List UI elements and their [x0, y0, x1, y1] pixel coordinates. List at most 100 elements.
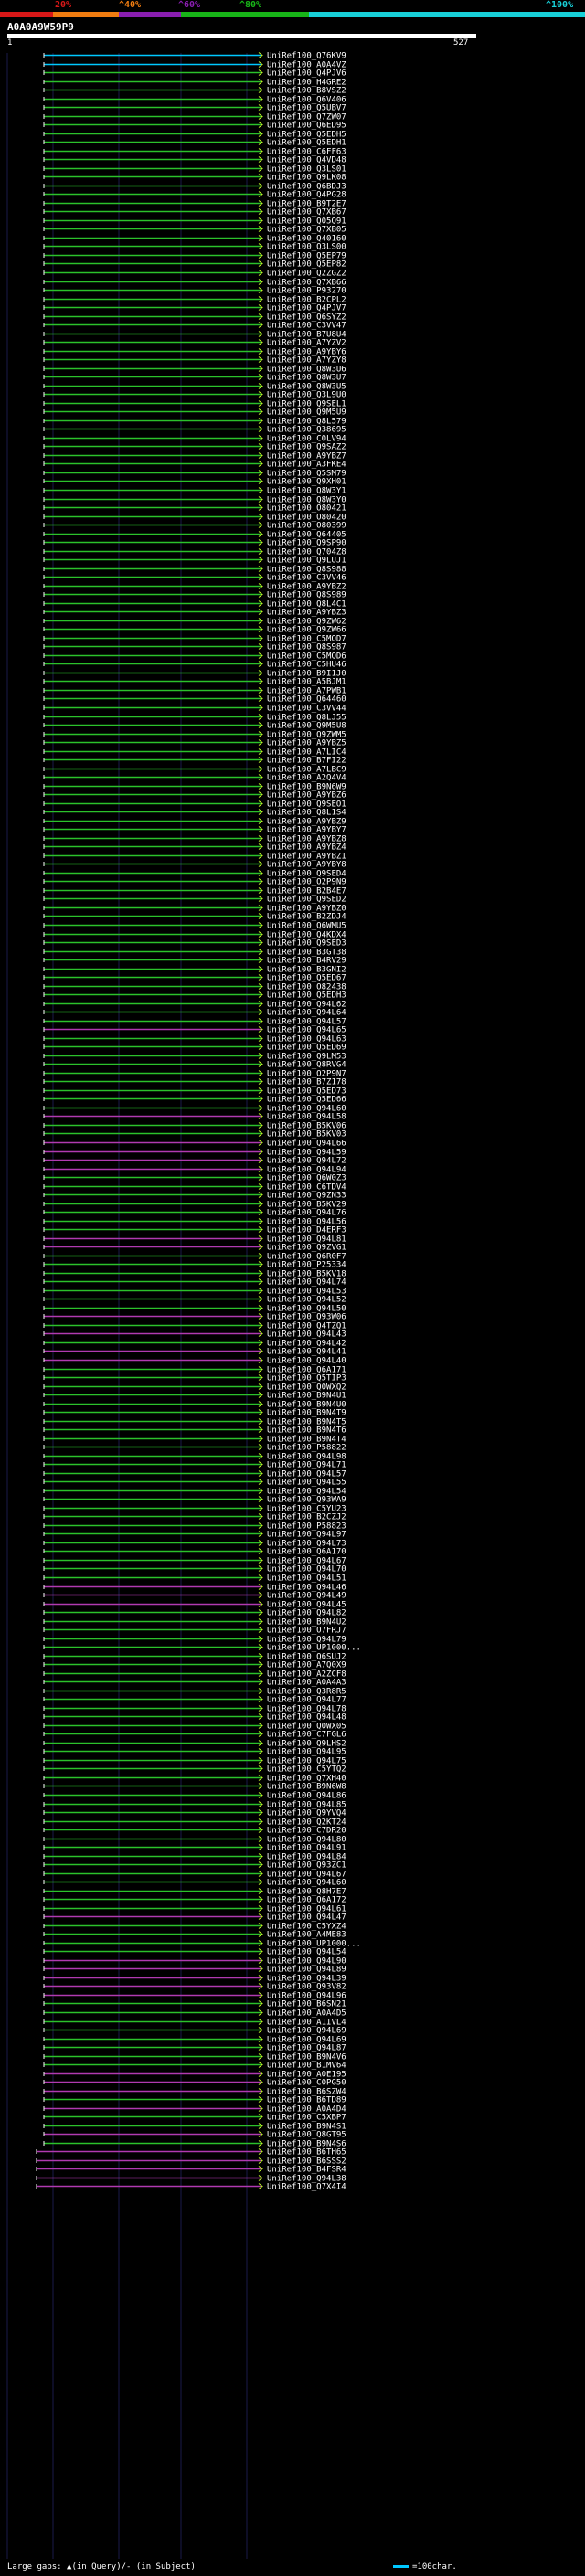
hit-label[interactable]: UniRef100_Q4PJV7	[267, 304, 346, 313]
hit-label[interactable]: UniRef100_Q94L52	[267, 1296, 346, 1305]
hit-label[interactable]: UniRef100_Q3LS01	[267, 165, 346, 175]
hit-label[interactable]: UniRef100_Q94L66	[267, 1140, 346, 1149]
hit-label[interactable]: UniRef100_O80399	[267, 522, 346, 531]
hit-label[interactable]: UniRef100_Q94L57	[267, 1018, 346, 1027]
hit-label[interactable]: UniRef100_Q94L60	[267, 1105, 346, 1114]
hit-label[interactable]: UniRef100_Q94L39	[267, 1975, 346, 1984]
hit-label[interactable]: UniRef100_Q94L71	[267, 1461, 346, 1470]
hit-label[interactable]: UniRef100_Q94L86	[267, 1792, 346, 1801]
hit-label[interactable]: UniRef100_Q94L57	[267, 1470, 346, 1479]
hit-label[interactable]: UniRef100_A1IVL4	[267, 2019, 346, 2028]
hit-label[interactable]: UniRef100_C7FGL6	[267, 1731, 346, 1740]
hit-label[interactable]: UniRef100_Q9SED2	[267, 896, 346, 905]
hit-label[interactable]: UniRef100_C3VV47	[267, 322, 346, 331]
hit-label[interactable]: UniRef100_Q6SUJ2	[267, 1653, 346, 1662]
hit-label[interactable]: UniRef100_Q7X4I4	[267, 2183, 346, 2192]
hit-label[interactable]: UniRef100_Q94L41	[267, 1348, 346, 1357]
hit-label[interactable]: UniRef100_Q9M5U9	[267, 408, 346, 418]
hit-label[interactable]: UniRef100_O80420	[267, 514, 346, 523]
hit-label[interactable]: UniRef100_A0E195	[267, 2071, 346, 2080]
hit-label[interactable]: UniRef100_A7YZY8	[267, 356, 346, 366]
hit-label[interactable]: UniRef100_Q9M5U8	[267, 722, 346, 731]
hit-label[interactable]: UniRef100_Q4PJV6	[267, 69, 346, 79]
hit-label[interactable]: UniRef100_Q94L69	[267, 2027, 346, 2036]
hit-label[interactable]: UniRef100_Q94L61	[267, 1905, 346, 1914]
hit-label[interactable]: UniRef100_B1MV64	[267, 2062, 346, 2071]
hit-label[interactable]: UniRef100_Q5EP79	[267, 252, 346, 261]
hit-label[interactable]: UniRef100_Q94L94	[267, 1166, 346, 1175]
hit-label[interactable]: UniRef100_Q94L73	[267, 1540, 346, 1549]
hit-label[interactable]: UniRef100_Q64405	[267, 531, 346, 540]
hit-label[interactable]: UniRef100_C6TDV4	[267, 1183, 346, 1193]
hit-label[interactable]: UniRef100_Q6R0F7	[267, 1253, 346, 1262]
hit-label[interactable]: UniRef100_B6SSS2	[267, 2157, 346, 2167]
hit-label[interactable]: UniRef100_Q94L84	[267, 1853, 346, 1862]
hit-label[interactable]: UniRef100_C3VV44	[267, 705, 346, 714]
hit-label[interactable]: UniRef100_C5HU46	[267, 661, 346, 670]
hit-label[interactable]: UniRef100_A9YBZ1	[267, 853, 346, 862]
hit-label[interactable]: UniRef100_B7U8U4	[267, 331, 346, 340]
hit-label[interactable]: UniRef100_Q3LS00	[267, 243, 346, 252]
hit-label[interactable]: UniRef100_Q9ZN33	[267, 1192, 346, 1201]
hit-label[interactable]: UniRef100_Q6A170	[267, 1548, 346, 1557]
hit-label[interactable]: UniRef100_Q7XB66	[267, 279, 346, 288]
hit-label[interactable]: UniRef100_Q94L53	[267, 1288, 346, 1297]
hit-label[interactable]: UniRef100_B4FSR4	[267, 2166, 346, 2175]
hit-label[interactable]: UniRef100_A7Q0X9	[267, 1661, 346, 1670]
hit-label[interactable]: UniRef100_Q94L76	[267, 1209, 346, 1218]
hit-label[interactable]: UniRef100_Q5EDH3	[267, 991, 346, 1001]
hit-label[interactable]: UniRef100_Q4KDX4	[267, 931, 346, 940]
hit-label[interactable]: UniRef100_Q8L579	[267, 418, 346, 427]
hit-label[interactable]: UniRef100_Q93WA9	[267, 1496, 346, 1505]
hit-label[interactable]: UniRef100_Q8W3Y0	[267, 496, 346, 505]
hit-label[interactable]: UniRef100_Q3R8R5	[267, 1688, 346, 1697]
hit-label[interactable]: UniRef100_C3VV46	[267, 574, 346, 583]
hit-label[interactable]: UniRef100_Q9LM53	[267, 1053, 346, 1062]
hit-label[interactable]: UniRef100_C5YXZ4	[267, 1923, 346, 1932]
hit-label[interactable]: UniRef100_Q6BDJ3	[267, 183, 346, 192]
hit-label[interactable]: UniRef100_Q5ED73	[267, 1087, 346, 1097]
hit-label[interactable]: UniRef100_C0LV94	[267, 435, 346, 444]
hit-label[interactable]: UniRef100_B9N4S1	[267, 2123, 346, 2132]
hit-label[interactable]: UniRef100_C5MQD6	[267, 652, 346, 662]
hit-label[interactable]: UniRef100_Q76KV9	[267, 52, 346, 61]
hit-label[interactable]: UniRef100_Q6SYZ2	[267, 313, 346, 323]
hit-label[interactable]: UniRef100_Q94L54	[267, 1488, 346, 1497]
hit-label[interactable]: UniRef100_C5XBP7	[267, 2114, 346, 2123]
hit-label[interactable]: UniRef100_B9N6W9	[267, 783, 346, 792]
hit-label[interactable]: UniRef100_Q94L43	[267, 1330, 346, 1340]
hit-label[interactable]: UniRef100_Q9ZW66	[267, 626, 346, 635]
hit-label[interactable]: UniRef100_O82438	[267, 983, 346, 992]
hit-label[interactable]: UniRef100_Q0WXQ2	[267, 1383, 346, 1393]
hit-label[interactable]: UniRef100_Q7XB05	[267, 226, 346, 235]
hit-label[interactable]: UniRef100_A0A4A3	[267, 1679, 346, 1688]
hit-label[interactable]: UniRef100_Q94L91	[267, 1844, 346, 1853]
hit-label[interactable]: UniRef100_Q9ZWM5	[267, 731, 346, 740]
hit-label[interactable]: UniRef100_B9N6W8	[267, 1783, 346, 1792]
hit-label[interactable]: UniRef100_Q94L50	[267, 1305, 346, 1314]
hit-label[interactable]: UniRef100_A7YZV2	[267, 339, 346, 348]
hit-label[interactable]: UniRef100_C0PG50	[267, 2079, 346, 2088]
hit-label[interactable]: UniRef100_Q94L95	[267, 1748, 346, 1757]
hit-label[interactable]: UniRef100_Q9SED3	[267, 939, 346, 949]
hit-label[interactable]: UniRef100_C5MQD7	[267, 635, 346, 644]
hit-label[interactable]: UniRef100_H4GRE2	[267, 79, 346, 88]
hit-label[interactable]: UniRef100_Q8W3U7	[267, 374, 346, 383]
hit-label[interactable]: UniRef100_C5YU23	[267, 1505, 346, 1514]
hit-label[interactable]: UniRef100_UP1000...	[267, 1644, 361, 1653]
hit-label[interactable]: UniRef100_O2P9N7	[267, 1070, 346, 1079]
hit-label[interactable]: UniRef100_Q5EDH5	[267, 131, 346, 140]
hit-label[interactable]: UniRef100_Q93ZC1	[267, 1861, 346, 1871]
hit-label[interactable]: UniRef100_Q94L48	[267, 1713, 346, 1723]
hit-label[interactable]: UniRef100_Q8W3U5	[267, 383, 346, 392]
hit-label[interactable]: UniRef100_Q94L58	[267, 1113, 346, 1122]
hit-label[interactable]: UniRef100_Q94L74	[267, 1278, 346, 1288]
hit-label[interactable]: UniRef100_A0A4D4	[267, 2105, 346, 2115]
hit-label[interactable]: UniRef100_Q8L4C1	[267, 600, 346, 610]
hit-label[interactable]: UniRef100_B5KV18	[267, 1270, 346, 1279]
hit-label[interactable]: UniRef100_Q94L64	[267, 1009, 346, 1018]
hit-label[interactable]: UniRef100_B9N4U2	[267, 1618, 346, 1627]
hit-label[interactable]: UniRef100_O80421	[267, 504, 346, 514]
hit-label[interactable]: UniRef100_Q94L51	[267, 1574, 346, 1584]
hit-label[interactable]: UniRef100_A7PWB1	[267, 687, 346, 696]
